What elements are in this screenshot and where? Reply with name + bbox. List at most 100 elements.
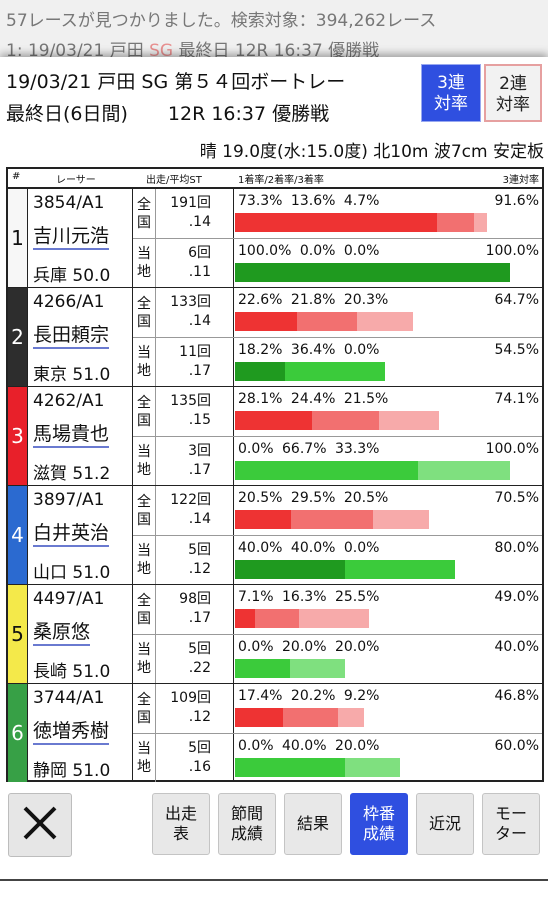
session-results-button[interactable]: 節間 成績 <box>218 793 276 855</box>
racer-branch-weight: 兵庫 50.0 <box>33 266 111 286</box>
racer-branch-weight: 東京 51.0 <box>33 365 111 385</box>
rate-percents: 100.0% 0.0% 0.0% <box>238 243 380 259</box>
rate-bar-segment-1 <box>235 263 510 282</box>
national-label: 全国 <box>133 684 156 733</box>
toggle-2-label: 2連 対率 <box>496 74 530 115</box>
rate-bar-segment-1 <box>235 510 292 529</box>
racer-name-link[interactable]: 馬場貴也 <box>33 422 110 448</box>
rate-percents: 0.0% 40.0% 20.0% <box>238 738 380 754</box>
national-label-char: 全 <box>137 691 151 708</box>
runs-st: 5回 .22 <box>156 635 234 683</box>
racer-row[interactable]: 6 3744/A1 徳増秀樹 静岡 51.0 全国 109回 .12 17.4% 20.2% … <box>8 683 542 782</box>
racer-row[interactable]: 3 4262/A1 馬場貴也 滋賀 51.2 全国 135回 .15 28.1% 24.4% … <box>8 386 542 485</box>
rate-bar-segment-3 <box>338 708 364 727</box>
run-count: 133回 <box>170 294 211 310</box>
waku-number: 1 <box>8 189 27 287</box>
toggle-3-rentai-button[interactable]: 3連 対率 <box>421 64 481 122</box>
col-runs: 出走/平均ST <box>146 175 202 186</box>
rate-percents: 40.0% 40.0% 0.0% <box>238 540 380 556</box>
national-label-char: 全 <box>137 196 151 213</box>
racer-row[interactable]: 4 3897/A1 白井英治 山口 51.0 全国 122回 .14 20.5% 29.5% … <box>8 485 542 584</box>
racer-name-link[interactable]: 吉川元浩 <box>33 224 110 250</box>
local-label-char: 当 <box>137 444 151 460</box>
rate-bar-segment-2 <box>297 312 358 331</box>
run-count: 135回 <box>170 393 211 409</box>
rate-bar-segment-2 <box>235 659 290 678</box>
runs-st: 5回 .16 <box>156 734 234 782</box>
recent-form-button[interactable]: 近況 <box>416 793 474 855</box>
rate-percents: 18.2% 36.4% 0.0% <box>238 342 380 358</box>
waku-number: 5 <box>8 585 27 683</box>
national-label: 全国 <box>133 189 156 238</box>
racer-row[interactable]: 5 4497/A1 桑原悠 長崎 51.0 全国 98回 .17 7.1% 16.3% 25.… <box>8 584 542 683</box>
national-label-char: 国 <box>137 412 151 429</box>
total-rate: 49.0% <box>494 589 539 605</box>
avg-st: .11 <box>188 264 211 280</box>
rate-percents: 28.1% 24.4% 21.5% <box>238 391 389 407</box>
search-result-item[interactable]: 1: 19/03/21 戸田 SG 最終日 12R 16:37 優勝戦 <box>6 36 379 61</box>
weather-info: 晴 19.0度(水:15.0度) 北10m 波7cm 安定板 <box>199 142 544 162</box>
run-count: 5回 <box>188 641 211 657</box>
total-rate: 64.7% <box>494 292 539 308</box>
racer-reg-class: 4497/A1 <box>33 589 105 609</box>
racer-info: 4497/A1 桑原悠 長崎 51.0 <box>27 585 133 683</box>
avg-st: .12 <box>188 561 211 577</box>
total-rate: 74.1% <box>494 391 539 407</box>
local-label-char: 当 <box>137 543 151 559</box>
waku-number: 4 <box>8 486 27 584</box>
run-count: 3回 <box>188 443 211 459</box>
total-rate: 80.0% <box>494 540 539 556</box>
rate-cell: 40.0% 40.0% 0.0% 80.0% <box>235 536 542 584</box>
toggle-2-rentai-button[interactable]: 2連 対率 <box>484 64 542 122</box>
rate-bar-segment-1 <box>235 312 298 331</box>
runs-st: 133回 .14 <box>156 288 234 337</box>
racer-name-link[interactable]: 長田頼宗 <box>33 323 110 349</box>
national-label-char: 全 <box>137 295 151 312</box>
race-card-button[interactable]: 出走 表 <box>152 793 210 855</box>
race-info: 12R 16:37 優勝戦 <box>167 103 330 125</box>
runs-st: 98回 .17 <box>156 585 234 634</box>
national-stats: 全国 98回 .17 7.1% 16.3% 25.5% 49.0% <box>133 585 542 634</box>
racer-name-link[interactable]: 白井英治 <box>33 521 110 547</box>
race-days: 最終日(6日間) <box>6 103 128 125</box>
racer-info: 3854/A1 吉川元浩兵庫 50.0 <box>27 189 133 287</box>
racer-info: 3897/A1 白井英治 山口 51.0 <box>27 486 133 584</box>
runs-st: 3回 .17 <box>156 437 234 485</box>
col-rates: 1着率/2着率/3着率 <box>238 175 324 186</box>
run-count: 98回 <box>179 591 211 607</box>
rate-bar-segment-3 <box>345 758 400 777</box>
close-button[interactable] <box>8 793 72 857</box>
session-results-label: 節間 成績 <box>230 804 263 843</box>
waku-stats-button[interactable]: 枠番 成績 <box>350 793 408 855</box>
waku-stats-label: 枠番 成績 <box>362 804 395 843</box>
racer-reg-class: 4262/A1 <box>33 391 105 411</box>
national-stats: 全国 135回 .15 28.1% 24.4% 21.5% 74.1% <box>133 387 542 436</box>
local-label: 当地 <box>133 239 156 287</box>
local-label-char: 当 <box>137 345 151 361</box>
national-label: 全国 <box>133 387 156 436</box>
avg-st: .14 <box>188 214 211 230</box>
rate-cell: 28.1% 24.4% 21.5% 74.1% <box>235 387 542 436</box>
local-label-char: 地 <box>137 759 151 775</box>
rate-cell: 17.4% 20.2% 9.2% 46.8% <box>235 684 542 733</box>
racer-name-link[interactable]: 桑原悠 <box>33 620 91 646</box>
avg-st: .17 <box>188 363 211 379</box>
rate-cell: 73.3% 13.6% 4.7% 91.6% <box>235 189 542 238</box>
runs-st: 6回 .11 <box>156 239 234 287</box>
national-label: 全国 <box>133 288 156 337</box>
motor-button[interactable]: モー ター <box>482 793 540 855</box>
rate-cell: 0.0% 66.7% 33.3% 100.0% <box>235 437 542 485</box>
total-rate: 100.0% <box>485 243 539 259</box>
rate-cell: 0.0% 20.0% 20.0% 40.0% <box>235 635 542 683</box>
total-rate: 100.0% <box>485 441 539 457</box>
racer-reg-class: 3854/A1 <box>33 193 105 213</box>
local-stats: 当地 11回 .17 18.2% 36.4% 0.0% 54.5% <box>133 337 542 386</box>
racer-reg-class: 3897/A1 <box>33 490 105 510</box>
racer-row[interactable]: 2 4266/A1 長田頼宗 東京 51.0 全国 133回 .14 22.6% 21.8% … <box>8 287 542 386</box>
rate-bar-segment-1 <box>235 708 283 727</box>
racer-name-link[interactable]: 徳増秀樹 <box>33 719 110 745</box>
total-rate: 60.0% <box>494 738 539 754</box>
racer-row[interactable]: 1 3854/A1 吉川元浩 兵庫 50.0 全国 191回 .14 73.3% 13.6% … <box>8 188 542 287</box>
results-button[interactable]: 結果 <box>284 793 342 855</box>
run-count: 5回 <box>188 740 211 756</box>
